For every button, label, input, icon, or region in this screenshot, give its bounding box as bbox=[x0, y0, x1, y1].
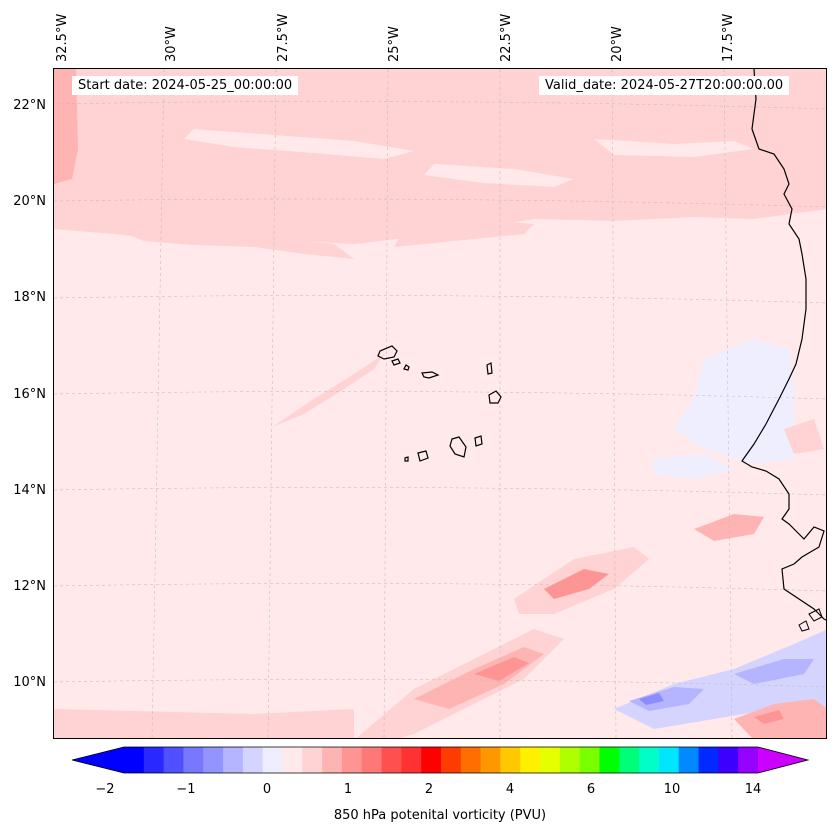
colorbar bbox=[72, 746, 810, 774]
pv-white-streak-2 bbox=[424, 164, 574, 187]
colorbar-swatch bbox=[441, 747, 462, 773]
colorbar-swatch bbox=[143, 747, 165, 773]
valid-date-label: Valid_date: 2024-05-27T20:00:00.00 bbox=[539, 76, 790, 95]
colorbar-swatch bbox=[401, 747, 422, 773]
pv-coastal-blue bbox=[674, 339, 794, 464]
lon-label-30w: 30°W bbox=[164, 26, 179, 62]
lat-label-10n: 10°N bbox=[13, 675, 46, 690]
colorbar-swatch bbox=[639, 747, 660, 773]
colorbar-swatch bbox=[322, 747, 343, 773]
pv-south-streak-1-core bbox=[544, 569, 609, 599]
pv-mid-streak bbox=[272, 354, 384, 427]
colorbar-over-extension bbox=[758, 747, 808, 773]
lat-label-20n: 20°N bbox=[13, 194, 46, 209]
cb-tick-10: 10 bbox=[663, 782, 681, 797]
colorbar-swatch bbox=[381, 747, 402, 773]
lon-label-25w: 25°W bbox=[387, 26, 402, 62]
bijagos-islands bbox=[798, 608, 823, 632]
lon-label-22-5w: 22.5°W bbox=[499, 13, 514, 62]
lon-label-27-5w: 27.5°W bbox=[276, 13, 291, 62]
pv-white-streak-1 bbox=[184, 129, 414, 159]
colorbar-swatch bbox=[421, 747, 442, 773]
pv-contour-map bbox=[54, 69, 826, 738]
lat-label-12n: 12°N bbox=[13, 579, 46, 594]
colorbar-swatch bbox=[124, 747, 145, 773]
colorbar-swatch bbox=[579, 747, 600, 773]
colorbar-label: 850 hPa potenital vorticity (PVU) bbox=[333, 808, 547, 823]
lon-label-17-5w: 17.5°W bbox=[721, 13, 736, 62]
pv-se-blue-core bbox=[639, 693, 664, 705]
lat-label-18n: 18°N bbox=[13, 290, 46, 305]
lat-label-22n: 22°N bbox=[13, 98, 46, 113]
cb-tick-1: 1 bbox=[343, 782, 353, 797]
pv-east-streak-2 bbox=[784, 419, 824, 454]
west-africa-coastline bbox=[741, 69, 826, 621]
colorbar-swatch bbox=[718, 747, 739, 773]
colorbar-swatch bbox=[540, 747, 561, 773]
cb-tick-6: 6 bbox=[586, 782, 596, 797]
colorbar-under-extension bbox=[72, 747, 124, 773]
colorbar-swatch bbox=[302, 747, 323, 773]
colorbar-swatch bbox=[559, 747, 581, 773]
colorbar-swatch bbox=[738, 747, 759, 773]
pv-bottom-pale-strip bbox=[54, 709, 354, 738]
pv-east-streak bbox=[694, 514, 764, 541]
lat-label-16n: 16°N bbox=[13, 387, 46, 402]
start-date-label: Start date: 2024-05-25_00:00:00 bbox=[72, 76, 299, 95]
pv-north-band-lobes bbox=[114, 209, 354, 259]
map-panel bbox=[53, 68, 827, 739]
pv-south-streak-2-core bbox=[474, 657, 529, 681]
colorbar-swatch bbox=[658, 747, 680, 773]
cb-tick-2: 2 bbox=[424, 782, 434, 797]
graticule bbox=[54, 69, 826, 738]
cabo-verde-islands bbox=[377, 345, 502, 462]
colorbar-swatch bbox=[242, 747, 264, 773]
colorbar-swatch bbox=[480, 747, 501, 773]
lon-label-32-5w: 32.5°W bbox=[55, 13, 70, 62]
colorbar-swatch bbox=[599, 747, 620, 773]
cb-tick-minus1: −1 bbox=[176, 782, 196, 797]
colorbar-swatch bbox=[698, 747, 719, 773]
pv-north-band-streak bbox=[394, 219, 534, 247]
colorbar-swatch bbox=[500, 747, 521, 773]
lon-label-20w: 20°W bbox=[610, 26, 625, 62]
cb-tick-4: 4 bbox=[505, 782, 515, 797]
colorbar-swatch bbox=[361, 747, 383, 773]
cb-tick-minus2: −2 bbox=[95, 782, 115, 797]
pv-west-edge-strip bbox=[54, 69, 78, 184]
colorbar-swatch bbox=[262, 747, 283, 773]
colorbar-swatch bbox=[619, 747, 640, 773]
pv-se-red-core bbox=[754, 710, 784, 724]
pv-white-streak-3 bbox=[594, 139, 754, 157]
colorbar-swatch bbox=[460, 747, 482, 773]
colorbar-swatch bbox=[203, 747, 224, 773]
pv-se-blue-mid-2 bbox=[734, 659, 814, 684]
colorbar-swatch bbox=[282, 747, 303, 773]
colorbar-outline bbox=[72, 746, 810, 774]
cb-tick-0: 0 bbox=[262, 782, 272, 797]
colorbar-swatch bbox=[223, 747, 244, 773]
pv-se-blue-mid bbox=[629, 687, 704, 711]
pv-north-band bbox=[54, 69, 826, 244]
pv-coastal-blue-south bbox=[654, 454, 734, 479]
colorbar-swatch bbox=[678, 747, 700, 773]
colorbar-swatch bbox=[341, 747, 363, 773]
cb-tick-14: 14 bbox=[744, 782, 762, 797]
colorbar-swatch bbox=[163, 747, 184, 773]
colorbar-swatch bbox=[520, 747, 541, 773]
lat-label-14n: 14°N bbox=[13, 483, 46, 498]
colorbar-swatch bbox=[183, 747, 204, 773]
